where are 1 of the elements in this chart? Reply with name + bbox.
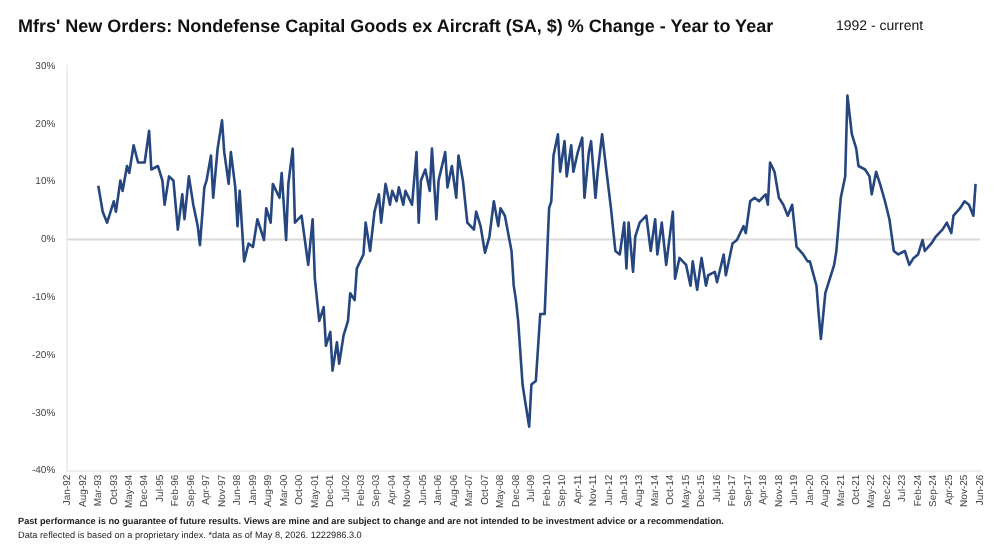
chart-title: Mfrs' New Orders: Nondefense Capital Goods ex Aircraft (SA, $) % Change - Year to Year	[18, 16, 774, 36]
